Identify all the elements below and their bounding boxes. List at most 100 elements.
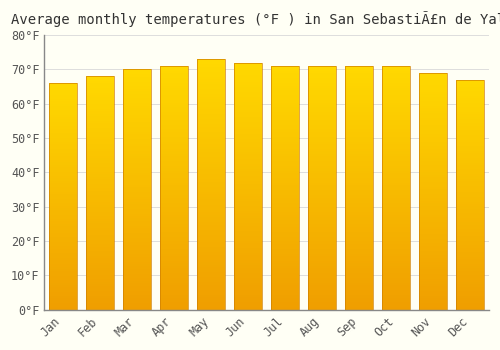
Bar — [346, 290, 373, 293]
Bar — [197, 167, 225, 169]
Bar — [382, 205, 410, 208]
Bar — [49, 151, 77, 153]
Bar — [382, 171, 410, 173]
Bar — [382, 130, 410, 132]
Bar — [49, 219, 77, 222]
Bar — [272, 227, 299, 229]
Bar — [49, 299, 77, 301]
Bar — [456, 199, 484, 202]
Bar — [160, 168, 188, 171]
Bar — [197, 109, 225, 112]
Bar — [420, 243, 447, 246]
Bar — [234, 172, 262, 174]
Bar — [456, 158, 484, 160]
Bar — [123, 180, 151, 182]
Bar — [49, 102, 77, 104]
Bar — [234, 88, 262, 90]
Bar — [160, 208, 188, 210]
Bar — [272, 278, 299, 280]
Bar — [308, 186, 336, 188]
Bar — [123, 226, 151, 228]
Bar — [234, 97, 262, 100]
Bar — [308, 69, 336, 71]
Bar — [420, 217, 447, 220]
Bar — [86, 263, 114, 265]
Bar — [49, 176, 77, 178]
Bar — [197, 127, 225, 130]
Bar — [49, 276, 77, 278]
Bar — [308, 256, 336, 259]
Bar — [420, 291, 447, 293]
Bar — [234, 250, 262, 253]
Bar — [308, 112, 336, 115]
Bar — [346, 176, 373, 178]
Bar — [234, 298, 262, 300]
Bar — [86, 174, 114, 177]
Bar — [197, 104, 225, 107]
Bar — [123, 130, 151, 132]
Bar — [197, 282, 225, 285]
Bar — [346, 261, 373, 264]
Bar — [420, 232, 447, 234]
Bar — [86, 230, 114, 233]
Bar — [346, 217, 373, 219]
Bar — [160, 288, 188, 290]
Bar — [456, 149, 484, 151]
Bar — [49, 196, 77, 199]
Bar — [456, 236, 484, 238]
Bar — [49, 194, 77, 196]
Bar — [346, 88, 373, 90]
Bar — [49, 242, 77, 244]
Bar — [308, 134, 336, 137]
Bar — [272, 163, 299, 166]
Bar — [123, 228, 151, 230]
Bar — [86, 86, 114, 88]
Bar — [420, 293, 447, 295]
Bar — [346, 256, 373, 259]
Bar — [308, 137, 336, 139]
Bar — [86, 79, 114, 81]
Bar — [123, 74, 151, 77]
Bar — [160, 293, 188, 295]
Bar — [346, 76, 373, 78]
Bar — [123, 288, 151, 290]
Bar — [456, 257, 484, 259]
Bar — [272, 293, 299, 295]
Bar — [346, 203, 373, 205]
Bar — [197, 117, 225, 119]
Bar — [456, 271, 484, 273]
Bar — [86, 237, 114, 240]
Bar — [308, 249, 336, 251]
Bar — [308, 251, 336, 254]
Bar — [272, 280, 299, 283]
Bar — [160, 144, 188, 146]
Bar — [272, 210, 299, 212]
Bar — [272, 88, 299, 90]
Bar — [234, 295, 262, 298]
Bar — [197, 210, 225, 212]
Bar — [456, 156, 484, 158]
Bar — [197, 169, 225, 172]
Bar — [123, 298, 151, 300]
Bar — [456, 250, 484, 252]
Bar — [420, 75, 447, 78]
Bar — [160, 290, 188, 293]
Bar — [234, 110, 262, 112]
Bar — [86, 104, 114, 107]
Bar — [420, 203, 447, 205]
Bar — [456, 117, 484, 119]
Bar — [49, 260, 77, 262]
Bar — [123, 182, 151, 185]
Bar — [272, 171, 299, 173]
Bar — [86, 275, 114, 277]
Bar — [234, 260, 262, 263]
Bar — [382, 264, 410, 266]
Bar — [456, 193, 484, 195]
Bar — [49, 181, 77, 183]
Bar — [197, 302, 225, 305]
Bar — [160, 142, 188, 144]
Bar — [197, 99, 225, 102]
Bar — [382, 132, 410, 134]
Bar — [272, 300, 299, 302]
Bar — [197, 242, 225, 245]
